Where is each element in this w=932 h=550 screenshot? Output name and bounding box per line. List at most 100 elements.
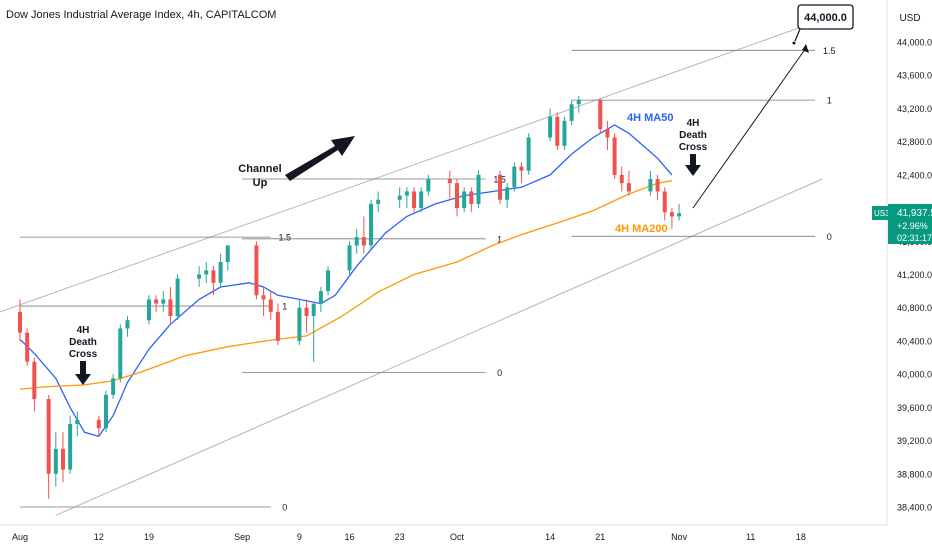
candle-body (347, 245, 352, 271)
candle-body (519, 166, 524, 171)
candle-body (469, 191, 474, 204)
time-tick: 19 (144, 532, 154, 542)
time-tick: Oct (450, 532, 465, 542)
candle-body (376, 199, 381, 204)
last-price: 41,937.5 (897, 208, 932, 219)
channel-label: Up (253, 177, 268, 189)
target-point (792, 41, 796, 45)
fib-level-label: 1 (497, 234, 502, 244)
projection-arrow-icon (802, 44, 809, 53)
price-tick: 40,000.0 (897, 370, 932, 380)
candle-body (354, 237, 359, 246)
candle-body (60, 448, 65, 470)
price-tick: 43,600.0 (897, 71, 932, 81)
price-tick: 38,400.0 (897, 503, 932, 513)
time-tick: Sep (234, 532, 250, 542)
candle-body (512, 166, 517, 188)
death-cross-label: Cross (69, 349, 98, 360)
time-tick: 9 (297, 532, 302, 542)
candle-body (326, 270, 331, 292)
candle-body (268, 299, 273, 312)
fib-level-label: 1 (827, 96, 832, 106)
price-tick: 42,400.0 (897, 170, 932, 180)
candle-body (598, 100, 603, 130)
candle-body (111, 378, 116, 395)
candle-body (619, 174, 624, 184)
candle-body (505, 187, 510, 200)
candle-body (154, 299, 159, 304)
candle-body (96, 419, 101, 429)
time-tick: 16 (345, 532, 355, 542)
candle-body (146, 299, 151, 321)
symbol-tag: US30 (874, 209, 895, 218)
price-axis-bg[interactable] (887, 0, 932, 525)
candle-body (25, 332, 30, 362)
candle-body (103, 394, 108, 429)
candle-body (275, 311, 280, 341)
candle-body (626, 183, 631, 192)
time-tick: Nov (671, 532, 688, 542)
fib-level-label: 0 (282, 503, 287, 513)
time-tick: 18 (796, 532, 806, 542)
candle-body (677, 213, 682, 217)
time-tick: 14 (545, 532, 555, 542)
candle-body (311, 303, 316, 317)
candle-body (32, 361, 37, 400)
candle-body (168, 299, 173, 317)
candle-body (605, 129, 610, 138)
death-cross-label: 4H (687, 118, 700, 129)
fib-level-label: 1.5 (823, 46, 836, 56)
candle-body (304, 307, 309, 317)
price-tick: 39,200.0 (897, 436, 932, 446)
bar-countdown: 02:31:17 (897, 233, 932, 243)
candle-body (125, 320, 130, 329)
death-cross-label: 4H (77, 325, 90, 336)
fib-level-label: 0 (497, 368, 502, 378)
candle-body (18, 311, 22, 333)
candle-body (211, 270, 216, 283)
candle-body (53, 448, 58, 474)
candle-body (648, 179, 653, 192)
candle-body (447, 179, 452, 184)
fib-level-label: 1 (282, 302, 287, 312)
candle-body (662, 191, 667, 213)
candle-body (218, 262, 223, 283)
fib-level-label: 1.5 (278, 233, 291, 243)
ma50-label: 4H MA50 (627, 112, 673, 124)
candle-body (254, 245, 259, 296)
time-tick: 12 (94, 532, 104, 542)
death-cross-label: Death (69, 337, 97, 348)
candle-body (476, 174, 481, 204)
time-axis-bg[interactable] (0, 525, 887, 550)
candles (18, 95, 682, 499)
candle-body (404, 191, 409, 196)
candle-body (204, 270, 209, 275)
price-tick: 44,000.0 (897, 38, 932, 48)
candle-body (361, 237, 366, 246)
target-box-label: 44,000.0 (804, 12, 847, 24)
time-tick: 11 (746, 532, 755, 542)
death-cross-label: Death (679, 130, 707, 141)
candle-body (397, 195, 402, 200)
price-axis-ticks: 44,000.0 43,600.0 43,200.0 42,800.0 42,400.0… (897, 38, 932, 513)
candle-body (526, 137, 531, 171)
fib-level-label: 0 (827, 232, 832, 242)
candle-body (655, 179, 660, 192)
moving-average-lines (19, 124, 673, 438)
candle-body (548, 116, 553, 138)
channel-upper-line (0, 16, 830, 313)
arrow-down-icon (75, 361, 91, 385)
candle-body (419, 191, 424, 209)
candle-body (161, 299, 166, 304)
channel-label: Channel (238, 163, 281, 175)
channel-lower-line (55, 178, 823, 516)
ma200-line (19, 180, 673, 390)
candle-body (569, 104, 574, 121)
candle-body (462, 191, 467, 209)
currency-label: USD (899, 13, 920, 24)
target-box-pointer (794, 28, 801, 42)
candle-body (46, 399, 51, 474)
target-box (797, 4, 854, 30)
